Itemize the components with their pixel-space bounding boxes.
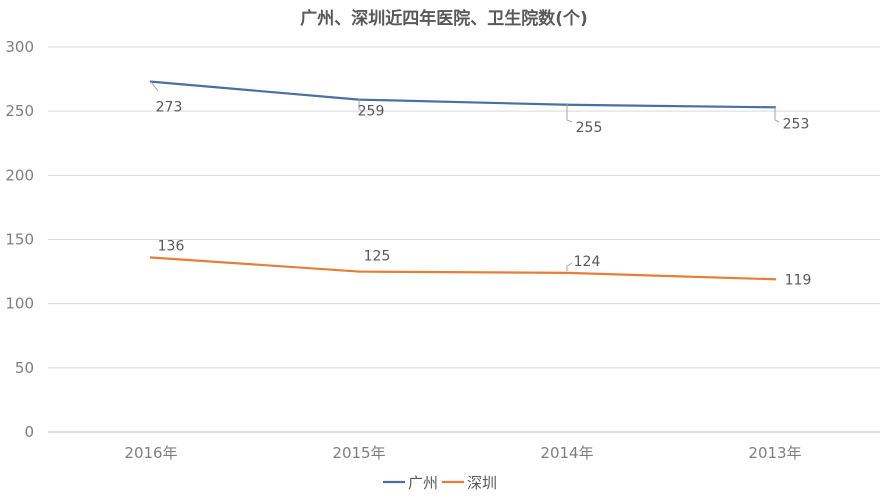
x-axis: 2016年 2015年 2014年 2013年 [124, 444, 801, 462]
series: 273 259 255 253 136 125 124 119 [149, 80, 812, 288]
x-tick-label: 2015年 [332, 444, 385, 462]
leader-line [150, 81, 159, 92]
legend-label: 深圳 [467, 474, 497, 492]
y-tick-label: 300 [5, 38, 34, 56]
y-tick-label: 0 [24, 423, 34, 441]
y-tick-label: 50 [15, 359, 34, 377]
x-tick-label: 2014年 [540, 444, 593, 462]
data-point [565, 271, 569, 275]
y-axis: 0 50 100 150 200 250 300 [5, 38, 34, 441]
leader-line [566, 262, 573, 271]
data-point [357, 270, 361, 273]
y-tick-label: 250 [5, 102, 34, 120]
grid [48, 46, 880, 433]
data-label: 124 [574, 254, 601, 270]
y-tick-label: 100 [5, 295, 34, 313]
data-point [149, 256, 153, 259]
data-label: 255 [576, 120, 603, 136]
data-label: 253 [783, 116, 810, 132]
y-tick-label: 150 [5, 231, 34, 249]
y-tick-label: 200 [5, 166, 34, 184]
data-label: 125 [364, 249, 391, 265]
leader-line [774, 107, 780, 123]
leader-line [358, 99, 364, 113]
data-point [773, 278, 777, 281]
data-label: 119 [785, 272, 812, 288]
data-label: 259 [358, 104, 385, 120]
x-tick-label: 2013年 [748, 444, 801, 462]
chart-title: 广州、深圳近四年医院、卫生院数(个) [300, 8, 588, 29]
series-line [150, 256, 776, 281]
legend-label: 广州 [408, 474, 438, 492]
legend: 广州 深圳 [383, 474, 497, 492]
data-label: 273 [156, 100, 183, 116]
leader-line [566, 104, 573, 123]
data-label: 136 [158, 238, 185, 254]
series-line [150, 80, 776, 109]
x-tick-label: 2016年 [124, 444, 177, 462]
